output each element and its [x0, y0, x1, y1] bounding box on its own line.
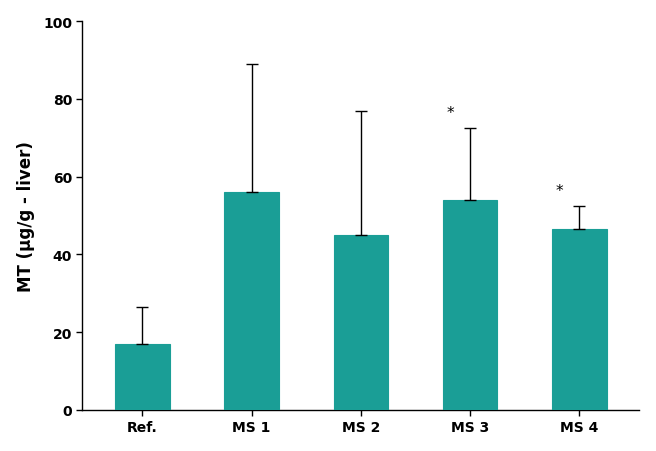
- Bar: [552, 230, 607, 410]
- Y-axis label: MT (μg/g - liver): MT (μg/g - liver): [16, 141, 35, 291]
- Bar: [224, 193, 279, 410]
- Bar: [333, 235, 388, 410]
- Bar: [115, 344, 170, 410]
- Text: *: *: [447, 106, 454, 121]
- Text: *: *: [556, 184, 564, 198]
- Bar: [443, 201, 497, 410]
